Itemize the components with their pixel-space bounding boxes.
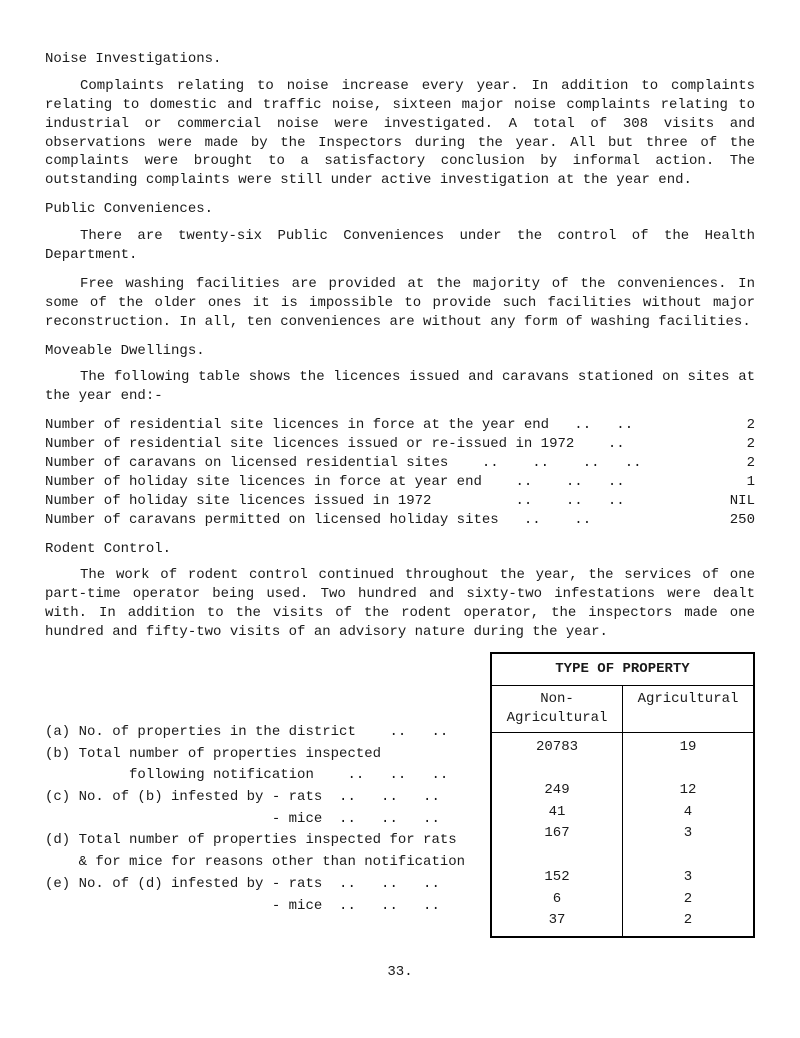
licence-row: Number of caravans permitted on licensed… — [45, 511, 755, 530]
rodent-table-header: TYPE OF PROPERTY — [491, 653, 754, 685]
noise-para: Complaints relating to noise increase ev… — [45, 77, 755, 190]
licence-value: 2 — [721, 454, 755, 473]
rodent-table: TYPE OF PROPERTY Non-Agricultural Agricu… — [490, 652, 755, 938]
licence-row: Number of holiday site licences in force… — [45, 473, 755, 492]
licence-value: 1 — [721, 473, 755, 492]
licence-value: 2 — [721, 435, 755, 454]
pubconv-para1: There are twenty-six Public Conveniences… — [45, 227, 755, 265]
licence-row: Number of caravans on licensed residenti… — [45, 454, 755, 473]
noise-title: Noise Investigations. — [45, 50, 755, 69]
rodent-col2-header: Agricultural — [623, 685, 755, 732]
licence-value: NIL — [705, 492, 755, 511]
rodent-block: (a) No. of properties in the district ..… — [45, 652, 755, 938]
licence-label: Number of caravans permitted on licensed… — [45, 511, 591, 530]
licence-value: 2 — [721, 416, 755, 435]
rodent-col1-body: 2078324941167152637 — [491, 732, 623, 937]
rodent-col1-header: Non-Agricultural — [491, 685, 623, 732]
licence-label: Number of holiday site licences in force… — [45, 473, 625, 492]
licence-row: Number of holiday site licences issued i… — [45, 492, 755, 511]
pubconv-para2: Free washing facilities are provided at … — [45, 275, 755, 332]
pubconv-title: Public Conveniences. — [45, 200, 755, 219]
rodent-left-labels: (a) No. of properties in the district ..… — [45, 652, 480, 917]
moveable-para: The following table shows the licences i… — [45, 368, 755, 406]
rodent-para: The work of rodent control continued thr… — [45, 566, 755, 642]
licence-row: Number of residential site licences in f… — [45, 416, 755, 435]
rodent-col2-body: 191243322 — [623, 732, 755, 937]
licence-label: Number of residential site licences in f… — [45, 416, 633, 435]
licence-row: Number of residential site licences issu… — [45, 435, 755, 454]
moveable-title: Moveable Dwellings. — [45, 342, 755, 361]
page-number: 33. — [45, 963, 755, 982]
licence-list: Number of residential site licences in f… — [45, 416, 755, 529]
rodent-title: Rodent Control. — [45, 540, 755, 559]
licence-label: Number of caravans on licensed residenti… — [45, 454, 642, 473]
licence-label: Number of residential site licences issu… — [45, 435, 625, 454]
licence-value: 250 — [705, 511, 755, 530]
licence-label: Number of holiday site licences issued i… — [45, 492, 625, 511]
